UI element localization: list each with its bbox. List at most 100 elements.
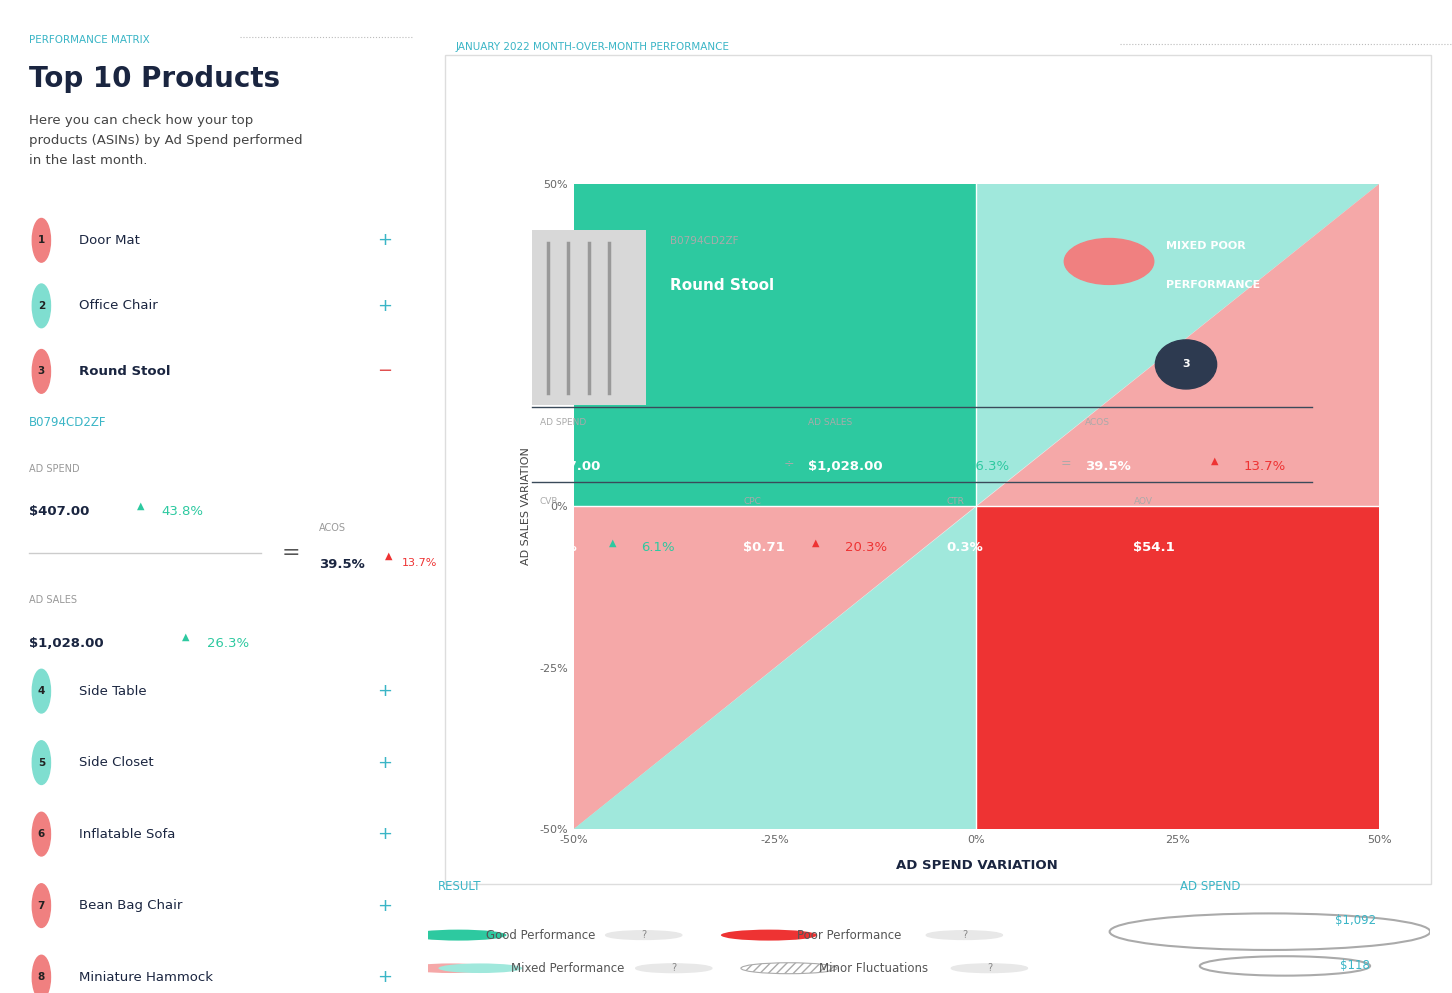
- Text: Good Performance: Good Performance: [486, 928, 595, 941]
- Circle shape: [32, 741, 51, 784]
- Text: Here you can check how your top
products (ASINs) by Ad Spend performed
in the la: Here you can check how your top products…: [29, 114, 302, 167]
- Text: 43.8%: 43.8%: [161, 505, 203, 518]
- Text: PERFORMANCE MATRIX: PERFORMANCE MATRIX: [29, 35, 150, 45]
- Text: AD SPEND: AD SPEND: [1179, 880, 1240, 894]
- Text: AD SPEND: AD SPEND: [29, 464, 80, 474]
- Text: +: +: [378, 231, 392, 249]
- Circle shape: [32, 350, 51, 393]
- Text: +: +: [378, 754, 392, 772]
- Text: Minor Fluctuations: Minor Fluctuations: [819, 962, 928, 975]
- Text: 20.3%: 20.3%: [845, 541, 887, 554]
- Text: =: =: [282, 543, 301, 563]
- Text: Top 10 Products: Top 10 Products: [29, 65, 280, 92]
- Text: B0794CD2ZF: B0794CD2ZF: [669, 236, 739, 246]
- Text: $1,028.00: $1,028.00: [29, 637, 103, 649]
- Text: ▼: ▼: [1015, 538, 1024, 548]
- Circle shape: [636, 964, 711, 972]
- Text: Side Closet: Side Closet: [78, 756, 154, 770]
- Text: +: +: [378, 297, 392, 315]
- Circle shape: [408, 963, 492, 973]
- Text: 0.3%: 0.3%: [947, 541, 983, 554]
- Text: ?: ?: [961, 930, 967, 940]
- Text: 6: 6: [38, 829, 45, 839]
- Text: Round Stool: Round Stool: [669, 278, 774, 293]
- Y-axis label: AD SALES VARIATION: AD SALES VARIATION: [521, 448, 531, 565]
- Circle shape: [439, 963, 523, 973]
- Text: 2: 2: [38, 301, 45, 311]
- Text: $407.00: $407.00: [29, 505, 90, 518]
- Circle shape: [32, 284, 51, 328]
- Circle shape: [1064, 238, 1154, 284]
- Text: MIXED POOR: MIXED POOR: [1166, 240, 1246, 250]
- Text: Inflatable Sofa: Inflatable Sofa: [78, 827, 176, 841]
- Text: −: −: [378, 362, 392, 380]
- Text: 3: 3: [1182, 359, 1189, 369]
- FancyBboxPatch shape: [444, 55, 1432, 884]
- Text: JANUARY 2022 MONTH-OVER-MONTH PERFORMANCE: JANUARY 2022 MONTH-OVER-MONTH PERFORMANC…: [456, 42, 729, 52]
- Text: ▲: ▲: [666, 456, 674, 467]
- Polygon shape: [574, 506, 976, 829]
- Text: 4: 4: [38, 686, 45, 696]
- Text: AD SPEND: AD SPEND: [540, 418, 587, 427]
- Text: =: =: [1060, 458, 1072, 471]
- Circle shape: [1199, 956, 1371, 976]
- Text: 6.1%: 6.1%: [642, 541, 675, 554]
- Text: $0.71: $0.71: [743, 541, 786, 554]
- Text: ?: ?: [671, 963, 677, 973]
- Circle shape: [32, 955, 51, 993]
- Text: PERFORMANCE: PERFORMANCE: [1166, 280, 1260, 290]
- Text: Miniature Hammock: Miniature Hammock: [78, 970, 212, 984]
- Text: $118: $118: [1340, 959, 1369, 972]
- Text: Mixed Performance: Mixed Performance: [511, 962, 624, 975]
- Circle shape: [32, 669, 51, 713]
- Polygon shape: [976, 184, 1379, 506]
- Text: ▲: ▲: [608, 538, 617, 548]
- Text: Poor Performance: Poor Performance: [797, 928, 902, 941]
- Text: RESULT: RESULT: [439, 880, 482, 894]
- Text: 13.7%: 13.7%: [401, 558, 437, 568]
- Text: +: +: [378, 897, 392, 915]
- Text: 5: 5: [38, 758, 45, 768]
- Text: ▲: ▲: [1211, 456, 1218, 467]
- Text: 13.7%: 13.7%: [1243, 460, 1285, 473]
- Text: Side Table: Side Table: [78, 684, 147, 698]
- Circle shape: [32, 218, 51, 262]
- Text: Office Chair: Office Chair: [78, 299, 157, 313]
- Text: 26.3%: 26.3%: [967, 460, 1009, 473]
- Text: 1: 1: [38, 235, 45, 245]
- Text: ▲: ▲: [385, 551, 392, 561]
- Text: ACOS: ACOS: [1085, 418, 1109, 427]
- Text: 39.5%: 39.5%: [318, 558, 364, 571]
- Circle shape: [605, 930, 682, 939]
- Text: $1,028.00: $1,028.00: [809, 460, 883, 473]
- Text: B0794CD2ZF: B0794CD2ZF: [29, 416, 106, 429]
- Text: $1,092: $1,092: [1334, 914, 1376, 926]
- Text: ?: ?: [987, 963, 992, 973]
- FancyBboxPatch shape: [531, 230, 646, 405]
- Polygon shape: [976, 184, 1379, 506]
- Text: $54.1: $54.1: [1134, 541, 1175, 554]
- Text: ?: ?: [642, 930, 646, 940]
- Text: AOV: AOV: [1134, 497, 1153, 506]
- Text: -0.4%: -0.4%: [1236, 541, 1273, 554]
- Text: Door Mat: Door Mat: [78, 233, 139, 247]
- Text: ▲: ▲: [812, 538, 820, 548]
- Text: ▲: ▲: [136, 500, 144, 510]
- Text: -39.1%: -39.1%: [1048, 541, 1095, 554]
- Text: +: +: [378, 825, 392, 843]
- Text: 43.8%: 43.8%: [698, 460, 741, 473]
- Text: Bean Bag Chair: Bean Bag Chair: [78, 899, 182, 913]
- Text: AD SALES: AD SALES: [809, 418, 852, 427]
- Text: Round Stool: Round Stool: [78, 364, 170, 378]
- Circle shape: [720, 929, 817, 940]
- Text: 39.5%: 39.5%: [1085, 460, 1131, 473]
- Polygon shape: [574, 184, 976, 506]
- Text: ▼: ▼: [1202, 538, 1210, 548]
- Circle shape: [926, 930, 1002, 939]
- Circle shape: [32, 884, 51, 927]
- Text: ▲: ▲: [934, 456, 942, 467]
- Text: 3.3%: 3.3%: [540, 541, 576, 554]
- Circle shape: [411, 929, 507, 940]
- Text: 8: 8: [38, 972, 45, 982]
- Text: ÷: ÷: [784, 458, 794, 471]
